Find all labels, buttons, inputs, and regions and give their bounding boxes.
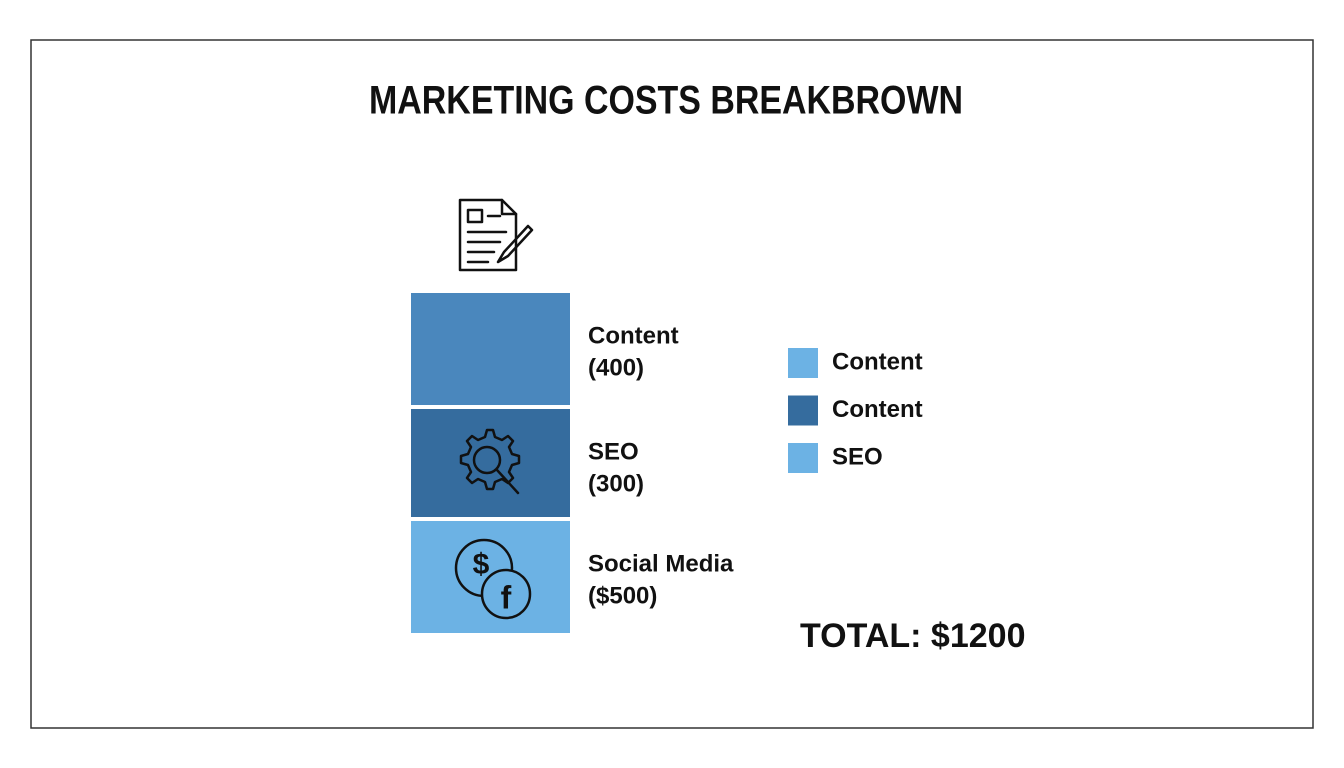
block-label: Content xyxy=(588,322,679,349)
legend-swatch xyxy=(788,443,818,473)
legend-label: Content xyxy=(832,396,923,423)
block-label: Social Media xyxy=(588,550,734,577)
total: TOTAL: $1200 xyxy=(800,617,1025,655)
legend-label: Content xyxy=(832,348,923,375)
document-icon xyxy=(458,198,534,272)
block-amount: (400) xyxy=(588,354,644,381)
legend-label: SEO xyxy=(832,443,883,470)
legend-swatch xyxy=(788,348,818,378)
cost-block xyxy=(411,409,570,517)
cost-block xyxy=(411,293,570,405)
facebook-glyph: f xyxy=(501,579,512,615)
legend-swatch xyxy=(788,395,818,426)
title: MARKETING COSTS BREAKBROWN xyxy=(369,79,963,123)
block-amount: (300) xyxy=(588,470,644,497)
seo-icon xyxy=(459,428,521,495)
social-icon: $ f xyxy=(454,538,532,620)
block-label: SEO xyxy=(588,438,639,465)
frame xyxy=(30,39,1314,729)
block-amount: ($500) xyxy=(588,582,657,609)
dollar-glyph: $ xyxy=(473,548,490,581)
